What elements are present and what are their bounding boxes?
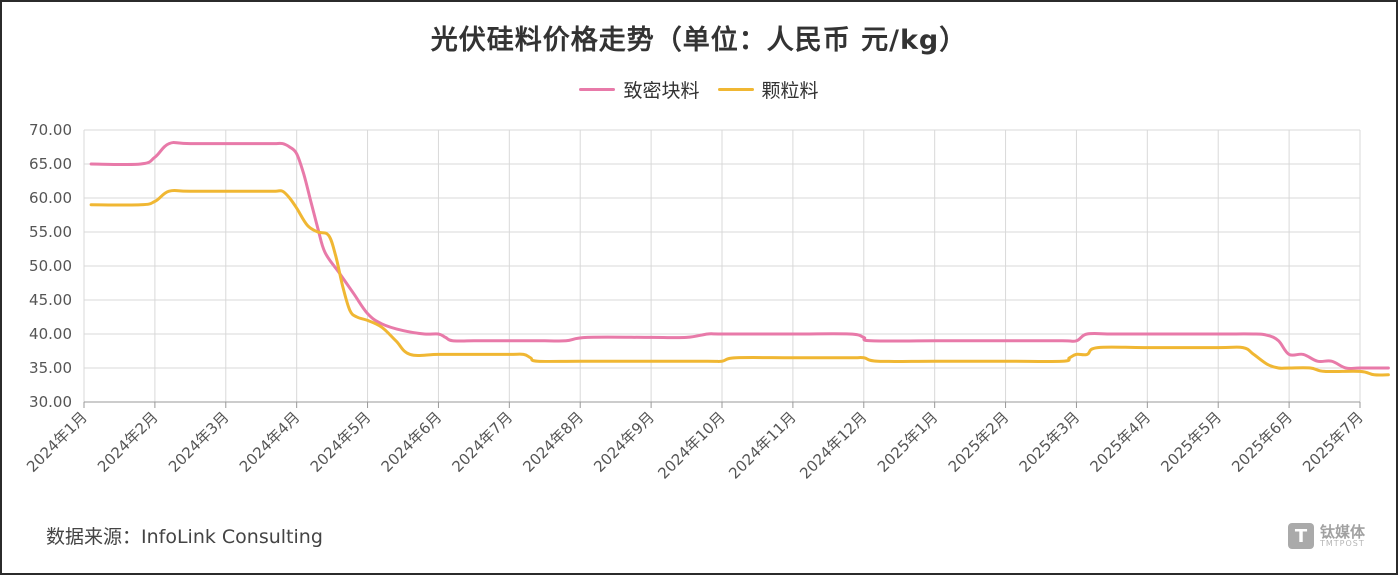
x-tick-label-8: 2024年9月	[590, 408, 658, 476]
watermark-cn: 钛媒体	[1320, 522, 1366, 541]
x-tick-label-17: 2025年6月	[1228, 408, 1296, 476]
x-tick-label-1: 2024年2月	[94, 408, 162, 476]
legend-label-series-0: 致密块料	[623, 80, 700, 102]
watermark-icon: T	[1288, 523, 1314, 549]
chart-title: 光伏硅料价格走势（单位：人民币 元/kg）	[430, 25, 968, 56]
watermark-en: TMTPOST	[1320, 538, 1365, 548]
x-tick-label-16: 2025年5月	[1157, 408, 1225, 476]
x-tick-label-7: 2024年8月	[519, 408, 587, 476]
x-tick-label-14: 2025年3月	[1016, 408, 1084, 476]
x-tick-label-6: 2024年7月	[448, 408, 516, 476]
y-tick-label-7: 65.00	[29, 155, 72, 173]
y-tick-label-3: 45.00	[29, 291, 72, 309]
x-tick-label-13: 2025年2月	[945, 408, 1013, 476]
x-tick-label-2: 2024年3月	[165, 408, 233, 476]
y-tick-label-8: 70.00	[29, 121, 72, 139]
x-tick-label-12: 2025年1月	[874, 408, 942, 476]
x-tick-label-15: 2025年4月	[1086, 408, 1154, 476]
chart-legend: 致密块料 颗粒料	[0, 76, 1398, 103]
legend-swatch-series-1	[717, 88, 754, 91]
x-tick-label-0: 2024年1月	[23, 408, 91, 476]
y-tick-label-4: 50.00	[29, 257, 72, 275]
x-tick-label-10: 2024年11月	[725, 408, 799, 482]
watermark-logo: T 钛媒体 TMTPOST	[1288, 523, 1365, 549]
x-tick-label-3: 2024年4月	[236, 408, 304, 476]
x-tick-label-11: 2024年12月	[796, 408, 870, 482]
legend-swatch-series-0	[579, 88, 616, 91]
y-tick-label-5: 55.00	[29, 223, 72, 241]
x-tick-label-9: 2024年10月	[654, 408, 728, 482]
legend-label-series-1: 颗粒料	[761, 80, 819, 102]
y-tick-label-0: 30.00	[29, 393, 72, 411]
y-tick-label-2: 40.00	[29, 325, 72, 343]
y-tick-label-1: 35.00	[29, 359, 72, 377]
x-tick-label-5: 2024年6月	[378, 408, 446, 476]
x-tick-label-4: 2024年5月	[307, 408, 375, 476]
legend-item-series-0[interactable]: 致密块料	[579, 76, 700, 103]
source-note: 数据来源：InfoLink Consulting	[46, 526, 323, 548]
y-tick-label-6: 60.00	[29, 189, 72, 207]
series-line-1	[89, 188, 1390, 377]
x-tick-label-18: 2025年7月	[1299, 408, 1367, 476]
legend-item-series-1[interactable]: 颗粒料	[717, 76, 819, 103]
series-line-0	[89, 141, 1390, 371]
